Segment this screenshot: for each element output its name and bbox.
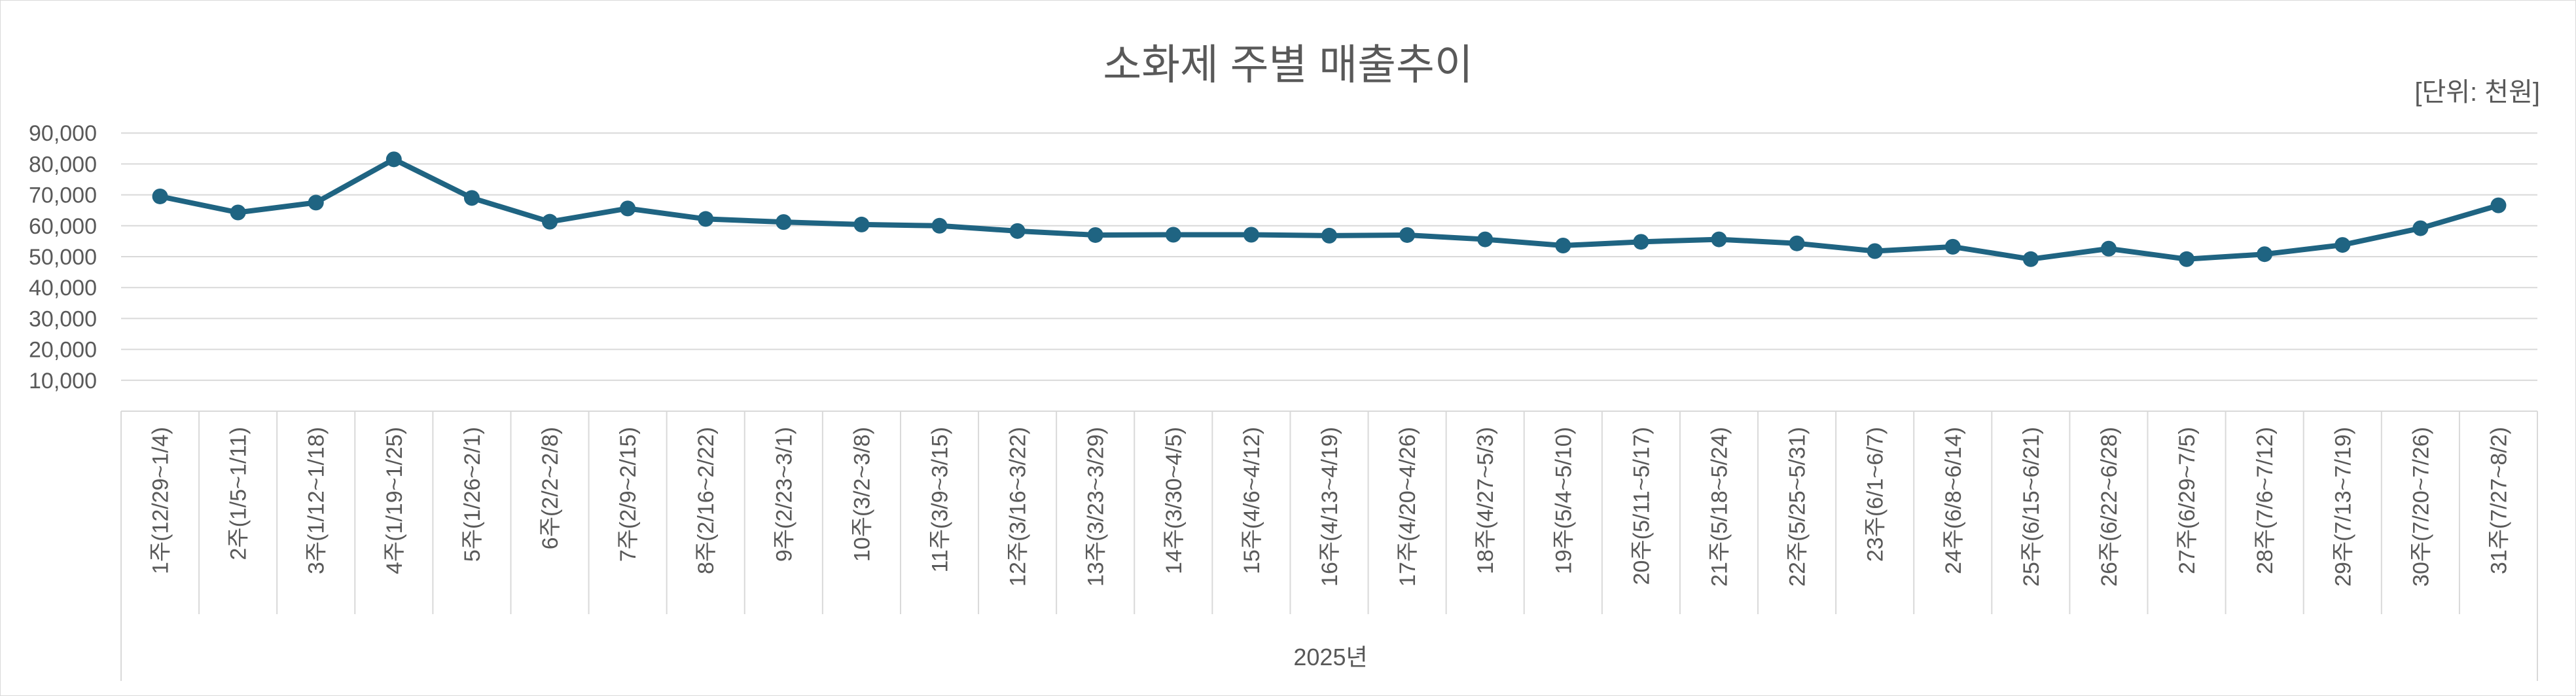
unit-label: [단위: 천원] [2414, 78, 2540, 107]
data-point [1243, 227, 1259, 243]
x-tick-label: 21주(5/18~5/24) [1707, 427, 1732, 587]
series-line [157, 156, 2501, 262]
x-axis-title: 2025년 [1293, 644, 1367, 670]
data-point [1321, 227, 1337, 244]
x-tick-label: 13주(3/23~3/29) [1084, 427, 1109, 587]
x-tick-label: 2주(1/5~1/11) [226, 427, 251, 560]
data-point [853, 216, 870, 232]
y-tick-label: 10,000 [29, 369, 97, 394]
x-tick-label: 30주(7/20~7/26) [2408, 427, 2433, 587]
x-tick-label: 19주(5/4~5/10) [1551, 427, 1576, 574]
data-point [1555, 238, 1571, 254]
y-tick-label: 40,000 [29, 276, 97, 301]
x-tick-label: 24주(6/8~6/14) [1941, 427, 1966, 574]
data-point [776, 214, 792, 230]
x-tick-label: 31주(7/27~8/2) [2486, 427, 2511, 574]
data-point [1944, 238, 1961, 255]
data-point [230, 204, 246, 221]
x-tick-label: 9주(2/23~3/1) [772, 427, 796, 562]
data-point [1633, 234, 1649, 250]
data-point [1009, 223, 1026, 239]
x-tick-label: 18주(4/27~5/3) [1473, 427, 1498, 574]
chart-title: 소화제 주별 매출추이 [1103, 41, 1473, 88]
data-point [1711, 231, 1727, 247]
x-tick-label: 3주(1/12~1/18) [304, 427, 329, 574]
data-point [2100, 240, 2117, 257]
data-point [1867, 243, 1883, 259]
x-tick-label: 10주(3/2~3/8) [850, 427, 874, 562]
data-point [2257, 246, 2273, 263]
data-point [620, 200, 636, 217]
y-tick-label: 20,000 [29, 338, 97, 363]
y-tick-label: 80,000 [29, 152, 97, 177]
x-tick-label: 23주(6/1~6/7) [1863, 427, 1888, 562]
x-tick-label: 14주(3/30~4/5) [1162, 427, 1187, 574]
data-point [1789, 235, 1805, 251]
x-tick-label: 22주(5/25~5/31) [1785, 427, 1810, 587]
x-tick-label: 12주(3/16~3/22) [1006, 427, 1031, 587]
x-tick-label: 20주(5/11~5/17) [1629, 427, 1654, 585]
x-tick-label: 8주(2/16~2/22) [694, 427, 719, 574]
x-tick-label: 26주(6/22~6/28) [2097, 427, 2122, 587]
x-axis: 1주(12/29~1/4) 2주(1/5~1/11) 3주(1/12~1/18) 4주… [120, 411, 2538, 681]
x-tick-label: 25주(6/15~6/21) [2019, 427, 2044, 587]
x-tick-label: 29주(7/13~7/19) [2331, 427, 2355, 587]
data-point [463, 190, 480, 206]
data-point [1087, 227, 1103, 243]
data-point [2179, 251, 2195, 267]
data-point [698, 211, 714, 227]
data-point [542, 213, 558, 230]
x-tick-label: 6주(2/2~2/8) [538, 427, 563, 549]
x-tick-label: 16주(4/13~4/19) [1317, 427, 1342, 587]
y-tick-label: 30,000 [29, 306, 97, 331]
x-tick-label: 5주(1/26~2/1) [460, 427, 485, 562]
x-tick-label: 28주(7/6~7/12) [2253, 427, 2278, 574]
gridlines [121, 132, 2537, 381]
data-point [2334, 237, 2351, 253]
data-point [152, 188, 168, 204]
data-point [308, 194, 324, 211]
x-tick-label: 17주(4/20~4/26) [1395, 427, 1420, 587]
data-point [385, 151, 402, 168]
data-point [2490, 197, 2507, 213]
data-series [152, 151, 2507, 267]
data-point [1165, 227, 1181, 243]
x-tick-label: 7주(2/9~2/15) [616, 427, 641, 562]
data-point [2022, 251, 2039, 267]
x-tick-label: 4주(1/19~1/25) [382, 427, 407, 574]
x-tick-label: 27주(6/29~7/5) [2175, 427, 2200, 574]
y-tick-label: 90,000 [29, 121, 97, 146]
x-tick-label: 15주(4/6~4/12) [1240, 427, 1264, 574]
y-axis-ticks: 90,000 80,000 70,000 60,000 50,000 40,000 30,0… [29, 121, 97, 394]
y-tick-label: 60,000 [29, 214, 97, 239]
data-point [1477, 231, 1494, 247]
data-point [1399, 227, 1416, 243]
data-point [931, 217, 948, 234]
y-tick-label: 70,000 [29, 183, 97, 208]
x-tick-label: 11주(3/9~3/15) [928, 427, 953, 573]
y-tick-label: 50,000 [29, 245, 97, 270]
data-point [2412, 220, 2429, 236]
x-tick-label: 1주(12/29~1/4) [149, 427, 173, 574]
